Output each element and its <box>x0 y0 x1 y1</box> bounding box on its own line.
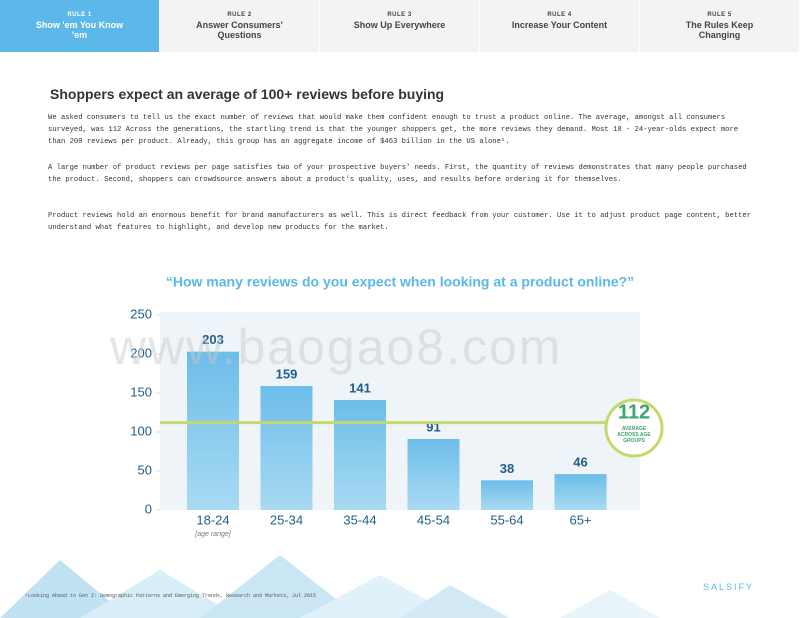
bar <box>407 439 460 510</box>
y-tick-label: 100 <box>130 423 152 438</box>
average-label: AVERAGE ACROSS AGE GROUPS <box>617 426 651 444</box>
bar <box>334 400 386 510</box>
paragraph: We asked consumers to tell us the exact … <box>48 114 739 146</box>
x-tick-label: 18-24 <box>196 512 229 527</box>
average-value: 112 <box>618 401 650 423</box>
tab-rule: RULE 3 <box>387 12 412 18</box>
x-tick-label: 35-44 <box>343 512 376 527</box>
y-tick-label: 150 <box>130 384 152 399</box>
y-tick-label: 250 <box>130 306 152 321</box>
x-axis-label: [age range] <box>194 531 231 538</box>
mountains <box>0 555 660 618</box>
tab[interactable]: RULE 1 Show 'em You Know 'em <box>0 0 159 52</box>
x-tick-label: 65+ <box>569 512 591 527</box>
bar <box>187 351 239 510</box>
tab[interactable]: RULE 3 Show Up Everywhere <box>320 0 479 52</box>
paragraph: A large number of product reviews per pa… <box>48 164 747 184</box>
tab[interactable]: RULE 4 Increase Your Content <box>480 0 639 52</box>
value-label: 46 <box>573 455 587 470</box>
bar <box>260 385 313 510</box>
value-label: 159 <box>276 366 298 381</box>
paragraph: Product reviews hold an enormous benefit… <box>48 212 752 232</box>
chart-title: “How many reviews do you expect when loo… <box>166 274 634 290</box>
tab-title: Answer Consumers' Questions <box>196 20 283 40</box>
tab-rule: RULE 5 <box>707 12 732 18</box>
tab[interactable]: RULE 5 The Rules Keep Changing <box>640 0 799 52</box>
tab-rule: RULE 2 <box>227 12 252 18</box>
tab-title: Increase Your Content <box>511 20 608 30</box>
tab[interactable]: RULE 2 Answer Consumers' Questions <box>160 0 319 52</box>
bar <box>481 480 533 510</box>
tab-rule: RULE 1 <box>67 12 92 18</box>
footnote: ¹Looking Ahead to Gen Z: Demographic Pat… <box>25 593 317 599</box>
bar <box>554 474 607 510</box>
heading: Shoppers expect an average of 100+ revie… <box>50 86 445 102</box>
y-tick-label: 50 <box>138 462 152 477</box>
x-tick-label: 45-54 <box>417 512 450 527</box>
tab-title: Show 'em You Know 'em <box>35 20 124 40</box>
watermark: www.baogao8.com <box>110 319 563 375</box>
tab-title: The Rules Keep Changing <box>685 20 754 40</box>
x-tick-label: 55-64 <box>490 512 523 527</box>
tab-rule: RULE 4 <box>547 12 572 18</box>
value-label: 203 <box>202 332 224 347</box>
average-badge <box>604 398 664 458</box>
y-tick-label: 200 <box>130 345 152 360</box>
value-label: 38 <box>500 461 514 476</box>
value-label: 141 <box>349 380 371 395</box>
tab-title: Show Up Everywhere <box>353 20 446 30</box>
x-tick-label: 25-34 <box>270 512 303 527</box>
y-tick-label: 0 <box>145 501 152 516</box>
logo: SALSIFY <box>703 582 755 592</box>
